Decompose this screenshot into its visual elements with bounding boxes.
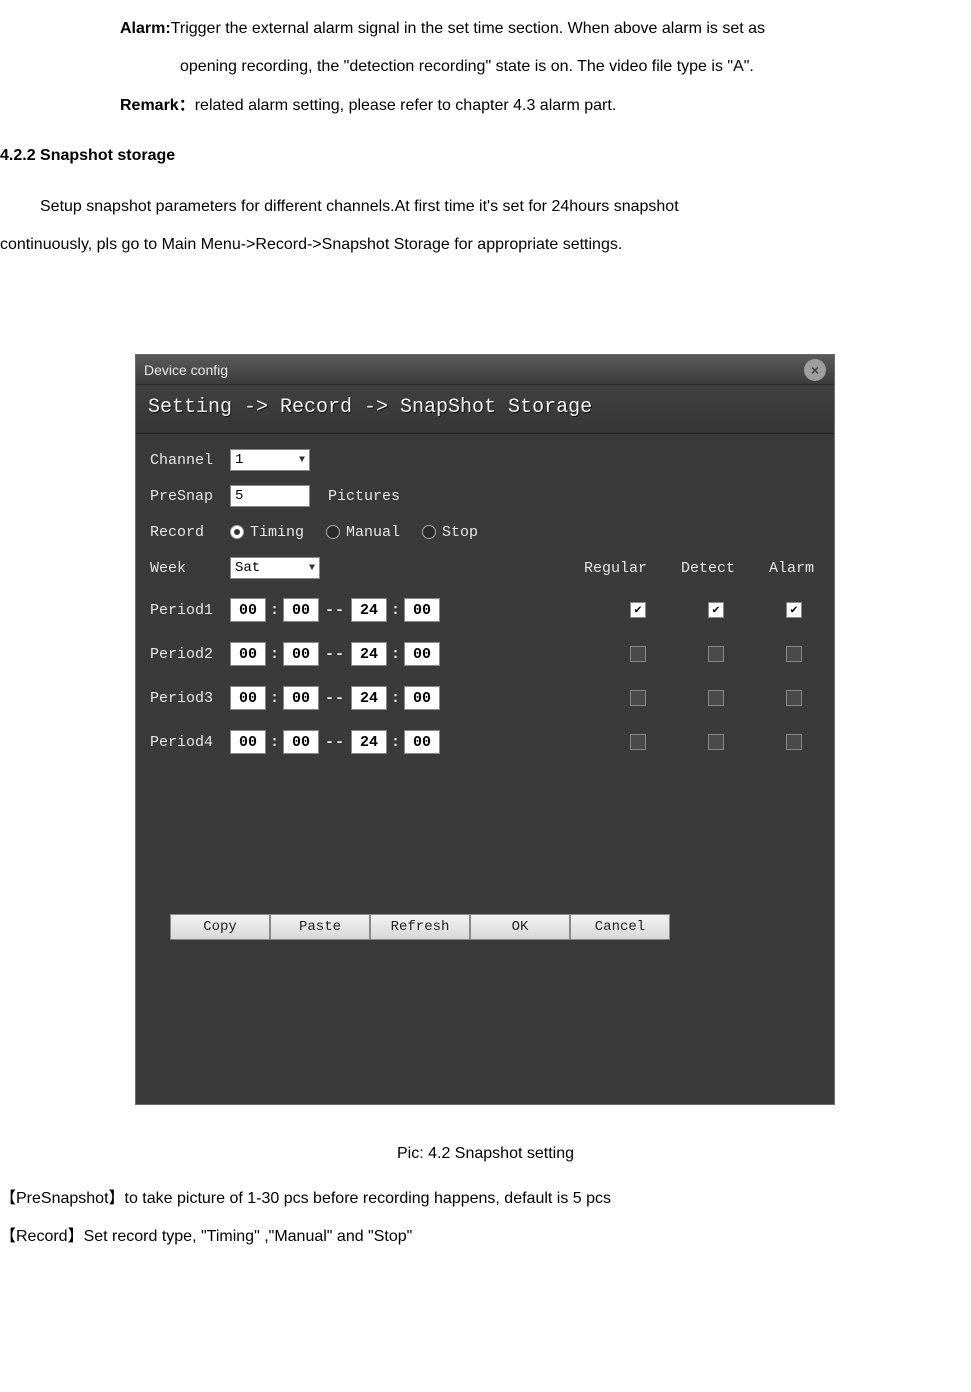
check-regular[interactable] — [630, 602, 646, 618]
check-regular[interactable] — [630, 646, 646, 662]
period-start-min[interactable]: 00 — [283, 598, 319, 622]
col-detect: Detect — [681, 559, 735, 579]
period-start-hour[interactable]: 00 — [230, 642, 266, 666]
radio-stop[interactable]: Stop — [422, 523, 478, 543]
chevron-down-icon: ▼ — [309, 562, 315, 575]
period-row: Period400:00--24:00 — [150, 720, 820, 764]
period-end-min[interactable]: 00 — [404, 598, 440, 622]
window-title: Device config — [144, 361, 804, 379]
radio-dot-icon — [422, 525, 436, 539]
paste-button[interactable]: Paste — [270, 914, 370, 940]
radio-dot-icon — [230, 525, 244, 539]
period-row: Period200:00--24:00 — [150, 632, 820, 676]
button-bar: Copy Paste Refresh OK Cancel — [170, 914, 820, 940]
presnap-value: 5 — [235, 487, 243, 505]
chevron-down-icon: ▼ — [299, 454, 305, 467]
check-regular[interactable] — [630, 734, 646, 750]
label-presnap: PreSnap — [150, 487, 230, 507]
column-headers: Regular Detect Alarm — [584, 559, 820, 579]
period-start-hour[interactable]: 00 — [230, 598, 266, 622]
radio-stop-label: Stop — [442, 523, 478, 543]
check-detect[interactable] — [708, 734, 724, 750]
period-start-hour[interactable]: 00 — [230, 730, 266, 754]
figure-caption: Pic: 4.2 Snapshot setting — [0, 1135, 971, 1173]
cancel-button[interactable]: Cancel — [570, 914, 670, 940]
period-checks — [630, 646, 820, 662]
period-end-min[interactable]: 00 — [404, 686, 440, 710]
label-record: Record — [150, 523, 230, 543]
period-start-min[interactable]: 00 — [283, 686, 319, 710]
radio-manual-label: Manual — [346, 523, 400, 543]
remark-text: related alarm setting, please refer to c… — [195, 97, 617, 114]
period-checks — [630, 690, 820, 706]
intro-line2: continuously, pls go to Main Menu->Recor… — [0, 226, 971, 264]
label-channel: Channel — [150, 451, 230, 471]
channel-value: 1 — [235, 451, 243, 469]
week-value: Sat — [235, 559, 260, 577]
copy-button[interactable]: Copy — [170, 914, 270, 940]
check-detect[interactable] — [708, 690, 724, 706]
window-padding — [150, 948, 820, 1098]
radio-timing[interactable]: Timing — [230, 523, 304, 543]
period-end-hour[interactable]: 24 — [351, 598, 387, 622]
section-heading: 4.2.2 Snapshot storage — [0, 137, 971, 175]
alarm-text-1: Trigger the external alarm signal in the… — [171, 20, 765, 37]
form-area: Channel 1 ▼ PreSnap 5 Pictures Record Ti… — [136, 434, 834, 1104]
period-end-hour[interactable]: 24 — [351, 642, 387, 666]
refresh-button[interactable]: Refresh — [370, 914, 470, 940]
paragraph-alarm-line2: opening recording, the "detection record… — [0, 48, 971, 86]
period-checks — [630, 734, 820, 750]
label-week: Week — [150, 559, 230, 579]
radio-timing-label: Timing — [250, 523, 304, 543]
intro-line1: Setup snapshot parameters for different … — [0, 188, 971, 226]
paragraph-remark: Remark：related alarm setting, please ref… — [0, 87, 971, 125]
col-alarm: Alarm — [769, 559, 814, 579]
period-start-min[interactable]: 00 — [283, 642, 319, 666]
row-record: Record Timing Manual Stop — [150, 516, 820, 548]
period-label: Period3 — [150, 689, 230, 709]
alarm-label: Alarm: — [120, 20, 171, 37]
period-label: Period1 — [150, 601, 230, 621]
check-alarm[interactable] — [786, 602, 802, 618]
period-end-hour[interactable]: 24 — [351, 686, 387, 710]
week-select[interactable]: Sat ▼ — [230, 557, 320, 579]
window-titlebar: Device config × — [136, 355, 834, 385]
period-checks — [630, 602, 820, 618]
check-regular[interactable] — [630, 690, 646, 706]
check-detect[interactable] — [708, 602, 724, 618]
row-channel: Channel 1 ▼ — [150, 444, 820, 476]
presnapshot-desc: 【PreSnapshot】to take picture of 1-30 pcs… — [0, 1180, 971, 1218]
paragraph-alarm-line1: Alarm:Trigger the external alarm signal … — [0, 10, 971, 48]
screenshot-container: Device config × Setting -> Record -> Sna… — [135, 354, 971, 1105]
period-row: Period100:00--24:00 — [150, 588, 820, 632]
radio-dot-icon — [326, 525, 340, 539]
presnap-input[interactable]: 5 — [230, 485, 310, 507]
check-alarm[interactable] — [786, 646, 802, 662]
row-presnap: PreSnap 5 Pictures — [150, 480, 820, 512]
period-end-min[interactable]: 00 — [404, 642, 440, 666]
period-start-min[interactable]: 00 — [283, 730, 319, 754]
radio-manual[interactable]: Manual — [326, 523, 400, 543]
check-alarm[interactable] — [786, 734, 802, 750]
label-pictures: Pictures — [328, 487, 400, 507]
col-regular: Regular — [584, 559, 647, 579]
device-config-window: Device config × Setting -> Record -> Sna… — [135, 354, 835, 1105]
period-end-min[interactable]: 00 — [404, 730, 440, 754]
period-start-hour[interactable]: 00 — [230, 686, 266, 710]
period-end-hour[interactable]: 24 — [351, 730, 387, 754]
breadcrumb: Setting -> Record -> SnapShot Storage — [136, 385, 834, 434]
remark-label: Remark： — [120, 97, 195, 114]
check-detect[interactable] — [708, 646, 724, 662]
ok-button[interactable]: OK — [470, 914, 570, 940]
period-label: Period4 — [150, 733, 230, 753]
period-row: Period300:00--24:00 — [150, 676, 820, 720]
close-icon[interactable]: × — [804, 359, 826, 381]
row-week: Week Sat ▼ Regular Detect Alarm — [150, 552, 820, 584]
record-desc: 【Record】Set record type, "Timing" ,"Manu… — [0, 1218, 971, 1256]
period-label: Period2 — [150, 645, 230, 665]
check-alarm[interactable] — [786, 690, 802, 706]
channel-select[interactable]: 1 ▼ — [230, 449, 310, 471]
